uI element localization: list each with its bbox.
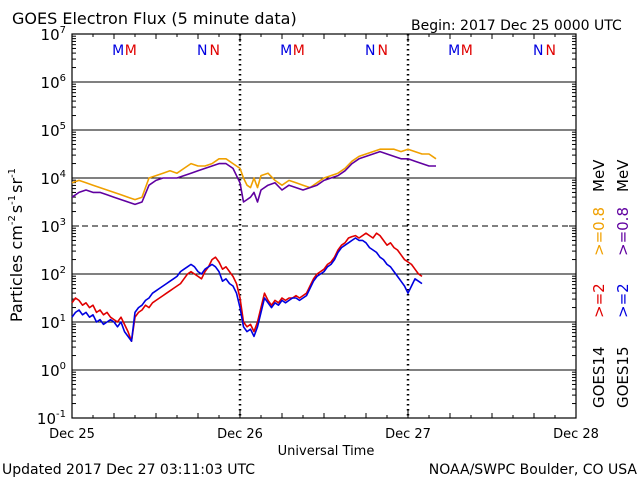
marker-m-goes15: M [112, 43, 124, 59]
marker-n-goes14: N [378, 43, 388, 59]
series-goes15_2mev [71, 237, 423, 343]
marker-m-goes14: M [461, 43, 473, 59]
legend-unit-14: MeV [590, 159, 608, 192]
y-tick-label-1e6: 106 [41, 73, 66, 92]
legend-goes14-08mev: >=0.8 [590, 207, 608, 256]
y-label-end: sr [7, 178, 26, 193]
legend-goes15-08mev: >=0.8 [614, 207, 632, 256]
marker-n-goes14: N [546, 43, 556, 59]
y-axis-ticks: 107 106 105 104 103 102 101 100 10-1 [37, 25, 576, 428]
legend-goes15: GOES15 [614, 346, 632, 408]
x-axis-ticks: Dec 25 Dec 26 Dec 27 Dec 28 [49, 34, 599, 442]
x-tick-label: Dec 28 [553, 427, 599, 442]
y-label-mid: s [7, 205, 26, 213]
grid-lines [72, 81, 576, 371]
legend-unit-15: MeV [614, 159, 632, 192]
data-series [71, 148, 437, 343]
y-tick-label-1e4: 104 [41, 169, 66, 188]
marker-m-goes14: M [125, 43, 137, 59]
y-tick-label-1e7: 107 [41, 25, 66, 44]
series-goes14_08mev [71, 148, 437, 201]
marker-m-goes15: M [280, 43, 292, 59]
updated-timestamp: Updated 2017 Dec 27 03:11:03 UTC [2, 462, 255, 478]
y-label-exp2: -1 [7, 195, 18, 205]
y-axis-label: Particles cm-2s-1sr-1 [7, 168, 26, 322]
marker-m-goes15: M [448, 43, 460, 59]
legend: GOES14 >=2 >=0.8 MeV GOES15 >=2 >=0.8 Me… [590, 159, 632, 408]
svg-text:Particles cm-2s-1sr-1: Particles cm-2s-1sr-1 [7, 168, 26, 322]
y-tick-label-1e2: 102 [41, 265, 66, 284]
marker-m-goes14: M [293, 43, 305, 59]
y-tick-label-1e3: 103 [41, 217, 66, 236]
credit-text: NOAA/SWPC Boulder, CO USA [429, 462, 638, 478]
y-tick-label-1e0: 100 [41, 361, 66, 380]
x-tick-label: Dec 27 [385, 427, 431, 442]
y-tick-label-1e5: 105 [41, 121, 66, 140]
y-label-exp3: -1 [7, 168, 18, 178]
legend-goes14: GOES14 [590, 346, 608, 408]
marker-n-goes15: N [533, 43, 543, 59]
series-goes14_2mev [71, 232, 423, 343]
x-axis-label: Universal Time [278, 444, 375, 459]
begin-date: Begin: 2017 Dec 25 0000 UTC [411, 18, 622, 34]
marker-n-goes15: N [365, 43, 375, 59]
series-goes15_08mev [71, 150, 436, 206]
y-label-main: Particles cm [7, 225, 26, 322]
legend-goes14-2mev: >=2 [590, 283, 608, 318]
legend-goes15-2mev: >=2 [614, 283, 632, 318]
y-tick-label-1e-1: 10-1 [37, 409, 66, 428]
marker-n-goes15: N [197, 43, 207, 59]
x-tick-label: Dec 26 [217, 427, 263, 442]
y-label-exp1: -2 [7, 215, 18, 225]
x-tick-label: Dec 25 [49, 427, 95, 442]
y-tick-label-1e1: 101 [41, 313, 66, 332]
marker-n-goes14: N [210, 43, 220, 59]
chart-title: GOES Electron Flux (5 minute data) [12, 9, 297, 28]
day-separator-lines [238, 34, 410, 418]
